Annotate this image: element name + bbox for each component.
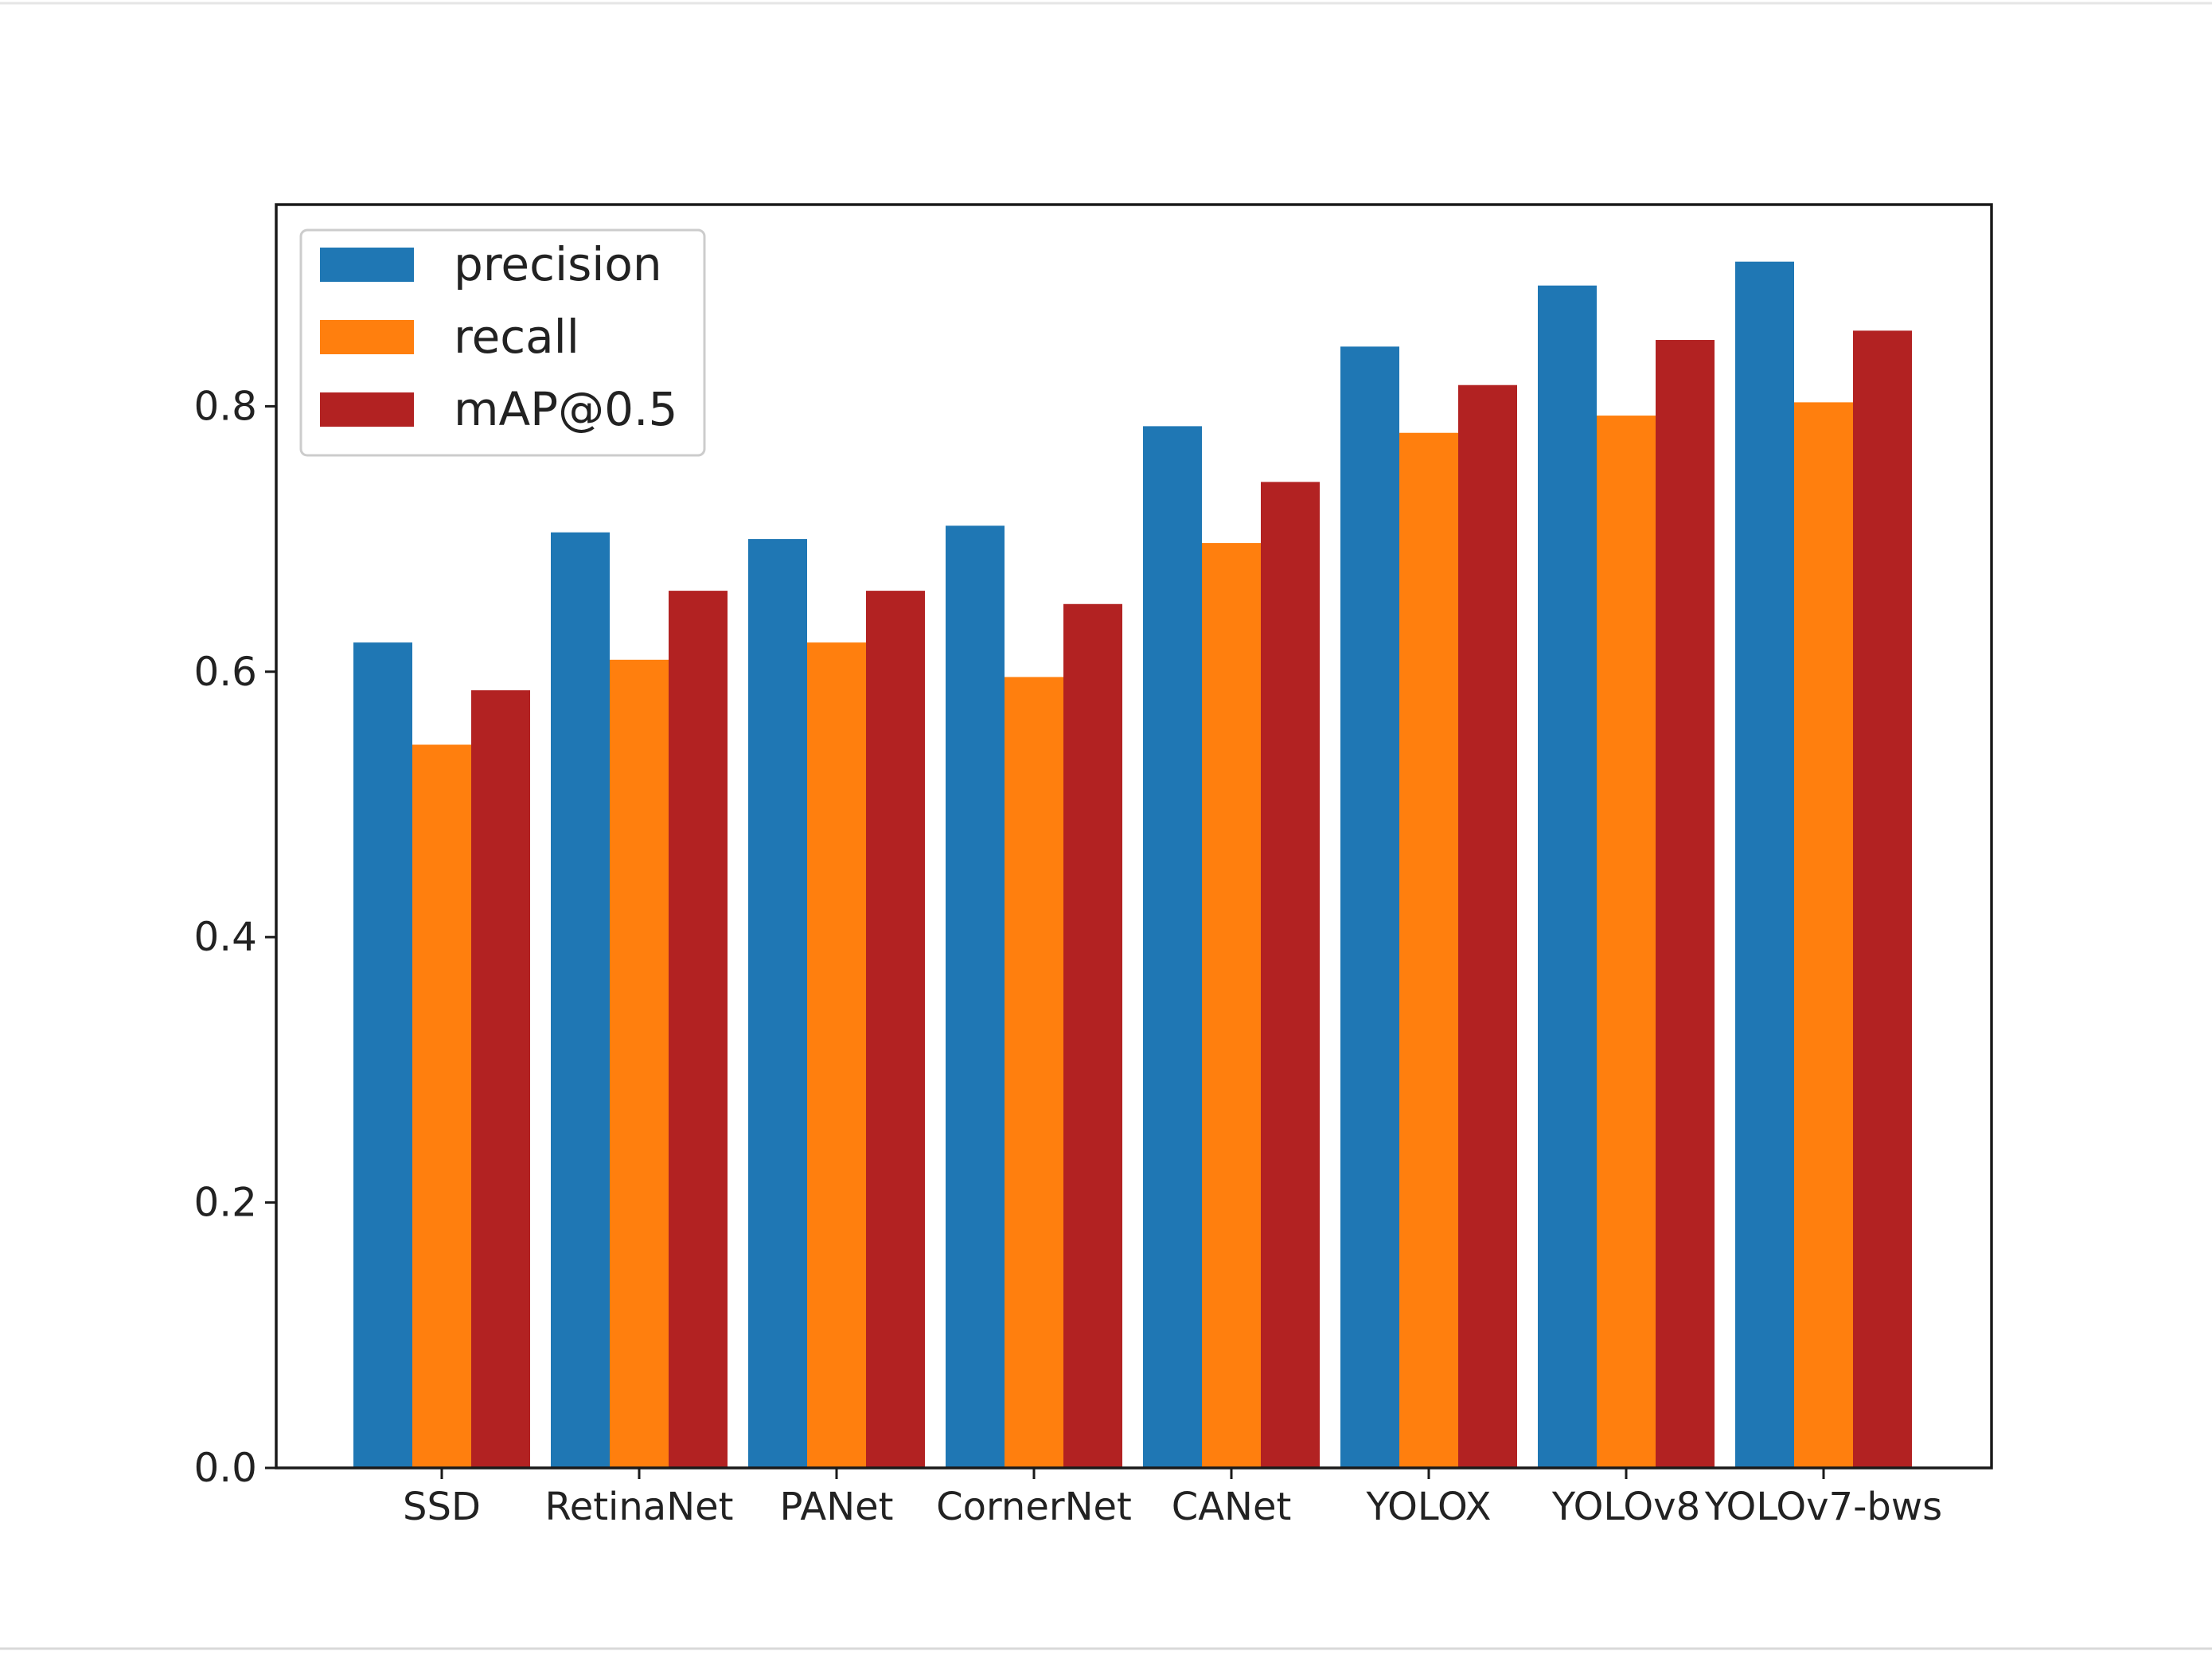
legend-label: recall — [454, 310, 579, 364]
legend: precision recall mAP@0.5 — [299, 228, 706, 457]
x-tick-label: YOLOv8 — [1551, 1485, 1700, 1529]
bar-map-0-5-yolov7-bws — [1853, 330, 1912, 1469]
legend-swatch — [320, 392, 414, 427]
x-tick-label: RetinaNet — [545, 1485, 734, 1529]
bar-map-0-5-panet — [866, 591, 925, 1469]
bar-recall-yolox — [1399, 432, 1458, 1469]
y-tick-label: 0.2 — [193, 1180, 257, 1226]
bar-map-0-5-ssd — [471, 690, 530, 1468]
plot-frame — [275, 203, 1993, 1470]
y-tick-label: 0.0 — [193, 1445, 257, 1491]
bars-layer — [353, 261, 1912, 1469]
x-axis: SSD RetinaNet PANet CornerNet CANet YOLOX YOLO… — [403, 1468, 1942, 1529]
x-tick-label: PANet — [780, 1485, 894, 1529]
legend-label: mAP@0.5 — [454, 382, 677, 436]
y-tick-label: 0.6 — [193, 649, 257, 695]
bar-recall-ssd — [412, 744, 471, 1468]
bar-recall-yolov8 — [1597, 416, 1656, 1468]
y-tick-label: 0.8 — [193, 383, 257, 429]
bar-recall-retinanet — [610, 659, 669, 1468]
bar-precision-panet — [748, 539, 807, 1468]
x-tick-label: CANet — [1172, 1485, 1292, 1529]
x-tick-label: CornerNet — [936, 1485, 1132, 1529]
bar-map-0-5-yolox — [1458, 384, 1517, 1468]
legend-label: precision — [454, 237, 662, 291]
bar-precision-yolov8 — [1538, 285, 1597, 1469]
x-tick-label: YOLOX — [1365, 1485, 1491, 1529]
bar-precision-cornernet — [946, 525, 1005, 1468]
x-tick-label: YOLOv7-bws — [1704, 1485, 1942, 1529]
bar-map-0-5-canet — [1261, 482, 1320, 1468]
y-tick-label: 0.4 — [193, 914, 257, 960]
x-tick-label: SSD — [403, 1485, 481, 1529]
bar-map-0-5-retinanet — [669, 591, 728, 1469]
bar-recall-cornernet — [1005, 677, 1063, 1468]
bar-precision-ssd — [353, 642, 412, 1469]
legend-swatch — [320, 248, 414, 282]
bar-precision-yolov7-bws — [1735, 261, 1794, 1468]
bar-map-0-5-yolov8 — [1656, 340, 1715, 1469]
bar-precision-canet — [1143, 426, 1202, 1468]
bar-recall-yolov7-bws — [1794, 402, 1853, 1468]
bar-recall-canet — [1202, 543, 1261, 1468]
legend-swatch — [320, 320, 414, 354]
bar-precision-retinanet — [551, 532, 610, 1468]
y-axis: 0.0 0.2 0.4 0.6 0.8 — [193, 383, 276, 1491]
bar-recall-panet — [807, 642, 866, 1469]
bar-precision-yolox — [1340, 346, 1399, 1468]
bar-map-0-5-cornernet — [1063, 603, 1122, 1469]
